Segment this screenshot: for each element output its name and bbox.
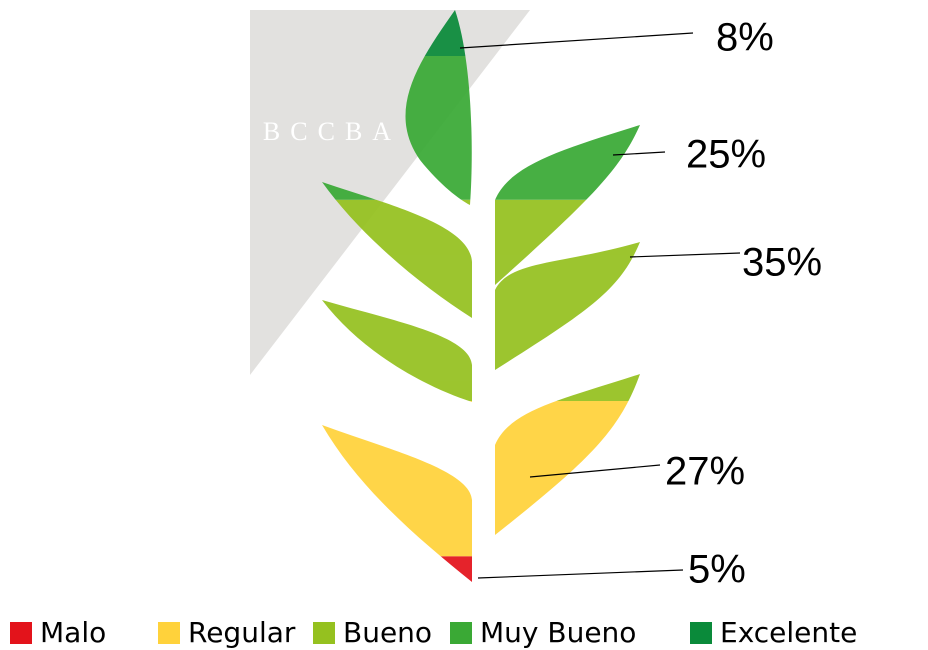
value-label: 25% xyxy=(686,133,766,177)
legend-swatch xyxy=(158,622,180,644)
value-label: 8% xyxy=(716,16,774,60)
leader-line xyxy=(529,464,661,478)
legend-label: Regular xyxy=(188,616,296,649)
value-label: 5% xyxy=(688,548,746,592)
legend-swatch xyxy=(690,622,712,644)
legend-label: Muy Bueno xyxy=(480,616,636,649)
legend-label: Excelente xyxy=(720,616,857,649)
value-label: 27% xyxy=(665,450,745,494)
leader-line xyxy=(477,569,684,579)
legend-swatch xyxy=(450,622,472,644)
legend-label: Malo xyxy=(40,616,106,649)
legend-label: Bueno xyxy=(343,616,432,649)
leader-line xyxy=(459,32,694,49)
leader-line xyxy=(629,252,741,258)
segment xyxy=(322,556,640,582)
value-label: 35% xyxy=(742,241,822,285)
segment xyxy=(322,401,640,557)
watermark: BCCBA xyxy=(263,117,401,146)
legend-swatch xyxy=(10,622,32,644)
leader-line xyxy=(612,151,666,156)
legend-swatch xyxy=(313,622,335,644)
